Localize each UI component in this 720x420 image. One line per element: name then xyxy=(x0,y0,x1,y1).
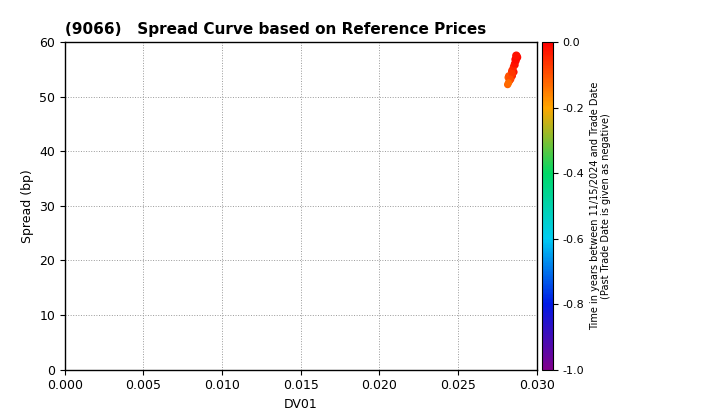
X-axis label: DV01: DV01 xyxy=(284,398,318,411)
Y-axis label: Time in years between 11/15/2024 and Trade Date
(Past Trade Date is given as neg: Time in years between 11/15/2024 and Tra… xyxy=(590,81,611,330)
Point xyxy=(507,66,518,73)
Point xyxy=(507,73,518,79)
Point xyxy=(510,52,522,59)
Point xyxy=(503,74,514,81)
Point xyxy=(505,76,516,82)
Point xyxy=(510,58,522,64)
Point xyxy=(508,68,520,76)
Y-axis label: Spread (bp): Spread (bp) xyxy=(21,169,34,243)
Point xyxy=(506,67,518,74)
Point xyxy=(503,78,515,85)
Point xyxy=(508,63,519,70)
Point xyxy=(503,80,514,87)
Point xyxy=(510,56,521,63)
Point xyxy=(505,76,516,82)
Point xyxy=(509,62,521,68)
Point xyxy=(511,54,523,60)
Point xyxy=(508,60,520,67)
Text: (9066)   Spread Curve based on Reference Prices: (9066) Spread Curve based on Reference P… xyxy=(65,22,486,37)
Point xyxy=(504,77,516,84)
Point xyxy=(505,71,517,78)
Point xyxy=(506,68,518,76)
Point xyxy=(503,73,515,79)
Point xyxy=(502,81,513,88)
Point xyxy=(506,70,518,77)
